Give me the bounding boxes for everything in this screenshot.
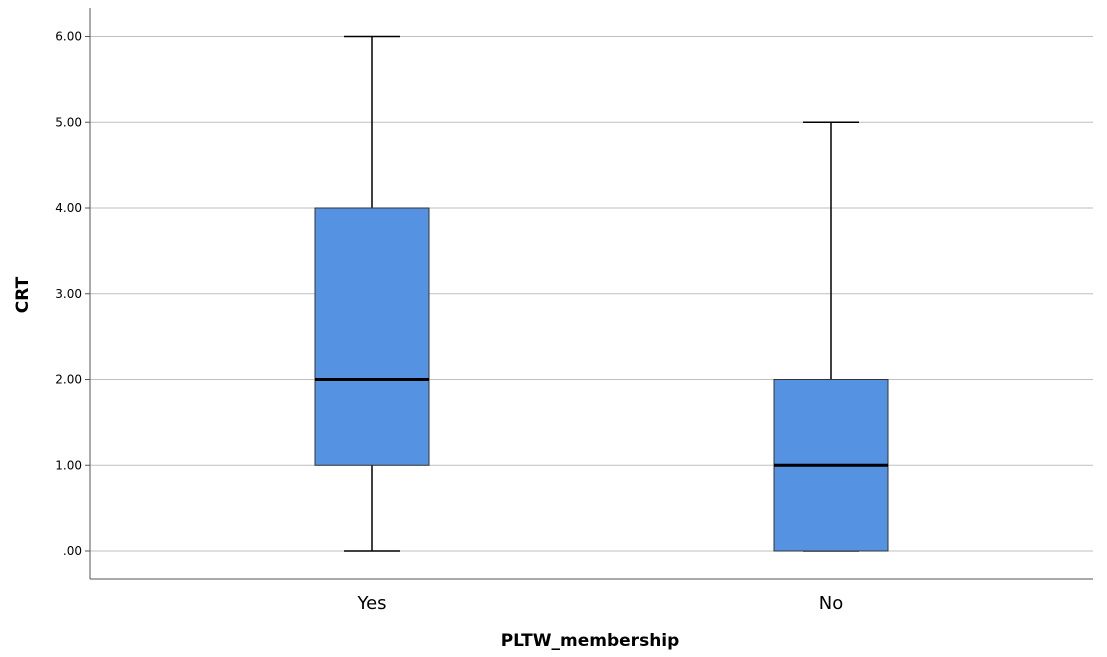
boxes bbox=[314, 35, 889, 552]
y-tick-label: 6.00 bbox=[55, 30, 82, 44]
y-tick-label: 1.00 bbox=[55, 458, 82, 472]
x-axis-categories: Yes No bbox=[356, 593, 843, 614]
y-tick-label: 5.00 bbox=[55, 115, 82, 129]
x-category-label: Yes bbox=[356, 593, 386, 614]
box-group-no bbox=[773, 121, 889, 552]
box-group-yes bbox=[314, 35, 430, 552]
y-tick-label: .00 bbox=[63, 544, 82, 558]
y-axis-title: CRT bbox=[13, 276, 33, 313]
x-category-label: No bbox=[819, 593, 843, 614]
y-tick-label: 3.00 bbox=[55, 287, 82, 301]
y-axis-ticks: .00 1.00 2.00 3.00 4.00 5.00 6.00 bbox=[55, 30, 90, 558]
y-tick-label: 2.00 bbox=[55, 373, 82, 387]
iqr-box bbox=[314, 207, 430, 466]
gridlines bbox=[90, 36, 1093, 552]
y-tick-label: 4.00 bbox=[55, 201, 82, 215]
x-axis-title: PLTW_membership bbox=[501, 631, 680, 651]
